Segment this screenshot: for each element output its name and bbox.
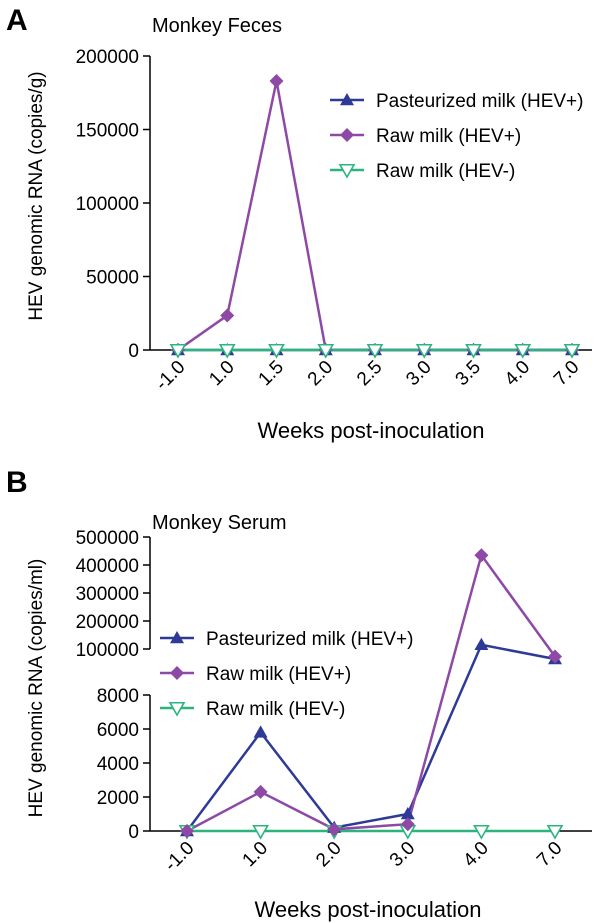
legend-label: Raw milk (HEV-) [376, 161, 515, 182]
y-tick-label: 0 [128, 341, 139, 362]
data-point [317, 343, 335, 359]
data-point [465, 343, 482, 359]
data-point [546, 824, 564, 840]
chart-title: Monkey Serum [152, 512, 287, 534]
x-axis-label: Weeks post-inoculation [257, 418, 484, 443]
data-point [169, 343, 187, 359]
y-tick-label: 150000 [76, 121, 139, 142]
data-point [514, 343, 532, 359]
legend-label: Pasteurized milk (HEV+) [376, 91, 583, 112]
x-tick-label: 3.0 [402, 357, 436, 391]
y-tick-label: 0 [128, 822, 139, 843]
chart-title: Monkey Feces [152, 15, 282, 37]
y-tick-label: 6000 [97, 720, 139, 741]
y-tick-label: 400000 [76, 556, 139, 577]
x-tick-label: 4.0 [501, 357, 535, 391]
x-tick-label: 2.0 [312, 838, 346, 872]
data-point [563, 343, 581, 359]
x-tick-label: -1.0 [161, 838, 199, 876]
chart-feces: Monkey Feces 0 50000 100000 150000 200000 -1.0… [26, 15, 592, 443]
x-tick-label: 7.0 [533, 838, 567, 872]
y-tick-label: 2000 [97, 788, 139, 809]
data-point [474, 637, 489, 651]
data-point [268, 343, 285, 359]
data-point [269, 73, 284, 88]
data-point [474, 548, 489, 563]
series-line [177, 80, 572, 352]
data-point [220, 308, 235, 323]
x-tick-label: -1.0 [152, 357, 190, 395]
x-tick-label: 1.0 [239, 838, 273, 872]
panel-letter-a: A [6, 4, 28, 37]
data-point [400, 817, 415, 832]
x-tick-label: 2.5 [353, 357, 387, 391]
legend-marker [170, 631, 184, 644]
data-point [252, 824, 269, 840]
y-tick-label: 500000 [76, 528, 139, 549]
y-tick-label: 200000 [76, 612, 139, 633]
legend-marker [168, 701, 186, 717]
legend-label: Raw milk (HEV+) [376, 126, 521, 147]
x-tick-label: 2.0 [304, 357, 338, 391]
x-tick-label: 1.0 [205, 357, 239, 391]
y-axis-label: HEV genomic RNA (copies/ml) [26, 559, 47, 818]
series-line [186, 552, 557, 833]
y-tick-label: 300000 [76, 584, 139, 605]
data-point [327, 822, 342, 837]
legend-marker [340, 128, 354, 142]
y-tick-label: 200000 [76, 47, 139, 68]
legend-marker [340, 93, 354, 106]
x-tick-label: 7.0 [550, 357, 584, 391]
x-tick-label: 4.0 [459, 838, 493, 872]
chart-serum: Monkey Serum 100000 200000 300000 400000 5000… [26, 512, 592, 922]
panel-letter-b: B [6, 466, 28, 499]
legend-marker [170, 666, 184, 680]
data-point [548, 649, 562, 664]
x-tick-label: 1.5 [255, 357, 289, 391]
y-tick-label: 50000 [86, 268, 139, 289]
data-point [253, 725, 268, 738]
legend-marker [338, 163, 356, 179]
y-tick-label: 4000 [97, 754, 139, 775]
data-point [180, 824, 194, 838]
data-point [366, 343, 384, 359]
data-point [415, 343, 433, 359]
y-tick-label: 100000 [76, 194, 139, 215]
y-tick-label: 100000 [76, 640, 139, 661]
data-point [473, 824, 490, 840]
y-axis-label: HEV genomic RNA (copies/g) [26, 71, 47, 320]
legend-label: Raw milk (HEV-) [206, 699, 345, 720]
y-tick-label: 8000 [97, 686, 139, 707]
series-line [185, 643, 556, 832]
data-point [218, 343, 236, 359]
legend-label: Pasteurized milk (HEV+) [206, 629, 413, 650]
data-point [253, 784, 268, 799]
x-tick-label: 3.5 [452, 357, 486, 391]
x-tick-label: 3.0 [386, 838, 420, 872]
x-axis-label: Weeks post-inoculation [254, 897, 481, 922]
data-point [400, 807, 415, 820]
legend-label: Raw milk (HEV+) [206, 664, 351, 685]
